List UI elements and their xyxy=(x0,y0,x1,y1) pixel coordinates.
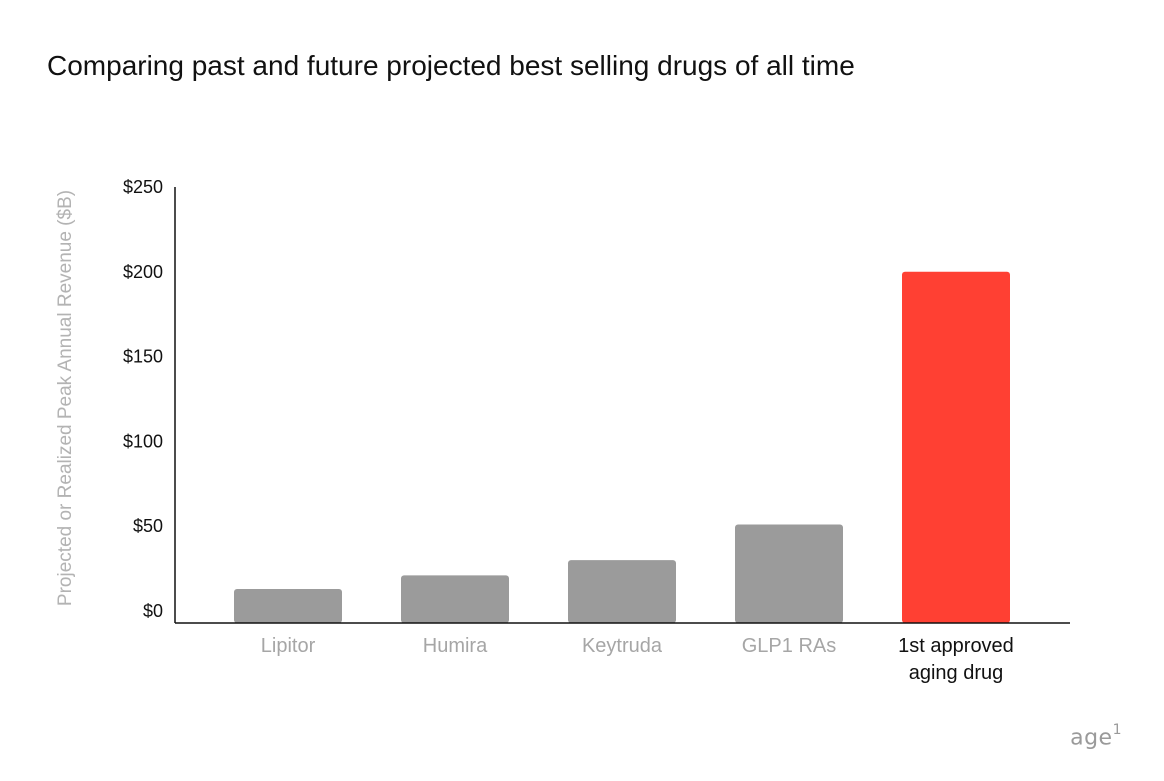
x-tick-label: GLP1 RAs xyxy=(742,635,836,657)
y-tick-label: $0 xyxy=(143,601,163,621)
bar xyxy=(735,524,843,623)
x-tick-label: Humira xyxy=(423,635,488,657)
brand-logo: age1 xyxy=(1070,722,1122,751)
y-tick-label: $250 xyxy=(123,177,163,197)
x-tick-label: Keytruda xyxy=(582,635,663,657)
chart-title: Comparing past and future projected best… xyxy=(47,50,855,81)
y-tick-label: $200 xyxy=(123,262,163,282)
bar xyxy=(234,588,342,623)
bar xyxy=(902,271,1010,623)
y-tick-label: $50 xyxy=(133,516,163,536)
y-axis-title: Projected or Realized Peak Annual Revenu… xyxy=(55,190,76,606)
brand-sup: 1 xyxy=(1112,722,1122,738)
y-tick-label: $100 xyxy=(123,431,163,451)
x-tick-label: 1st approved xyxy=(898,635,1014,657)
x-tick-label: aging drug xyxy=(909,662,1004,684)
x-tick-label: Lipitor xyxy=(261,635,316,657)
brand-name: age xyxy=(1070,725,1113,751)
bar xyxy=(568,560,676,623)
y-tick-label: $150 xyxy=(123,347,163,367)
bar xyxy=(401,575,509,623)
